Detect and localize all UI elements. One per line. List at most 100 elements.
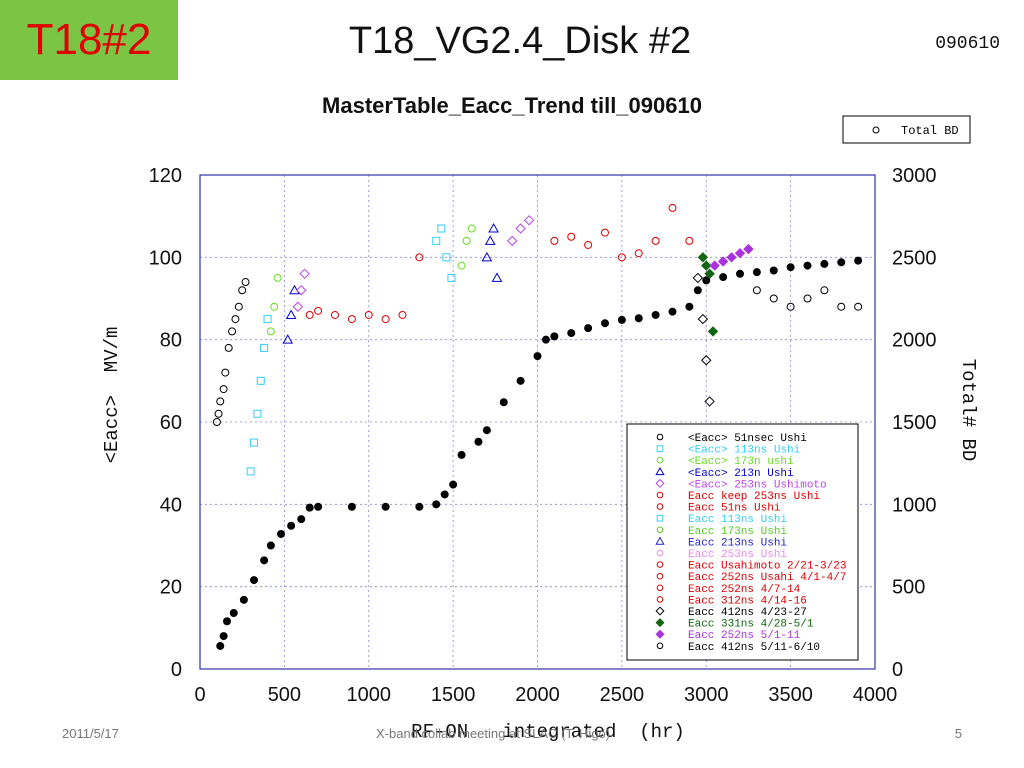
data-point: [854, 302, 863, 311]
data-point: [347, 315, 356, 324]
data-point: [697, 313, 709, 325]
data-point: [734, 248, 746, 259]
y2-tick-label: 2000: [892, 330, 937, 352]
data-point: [314, 502, 323, 511]
data-point: [685, 236, 694, 245]
legend: <Eacc> 51nsec Ushi<Eacc> 113ns Ushi<Eacc…: [626, 423, 859, 661]
legend-marker: [656, 514, 664, 522]
data-point: [550, 236, 559, 245]
x-tick-label: 500: [268, 684, 301, 706]
data-point: [820, 259, 829, 268]
y-tick-label: 100: [149, 247, 182, 269]
data-point: [223, 617, 231, 626]
data-point: [273, 273, 282, 282]
data-point: [769, 266, 778, 275]
legend-item-label: Eacc keep 253ns Ushi: [688, 491, 820, 503]
data-point: [769, 294, 778, 303]
data-point: [457, 450, 466, 459]
data-point: [704, 396, 715, 407]
y2-tick-label: 0: [892, 659, 903, 681]
data-point: [285, 309, 297, 319]
legend-marker: [656, 491, 664, 499]
legend-marker: [656, 561, 664, 568]
data-point: [786, 263, 795, 272]
data-point: [305, 310, 314, 319]
data-point: [229, 609, 238, 618]
y2-tick-label: 1500: [892, 412, 937, 434]
data-point: [462, 236, 471, 245]
data-point: [837, 302, 846, 311]
data-point: [292, 301, 304, 312]
data-point: [499, 398, 508, 407]
data-point: [693, 286, 702, 295]
data-point: [437, 224, 446, 233]
legend-marker: [656, 526, 664, 534]
data-point: [736, 269, 744, 278]
data-point: [234, 302, 243, 311]
data-point: [634, 314, 643, 323]
data-point: [253, 409, 262, 418]
legend-marker: [656, 433, 664, 441]
data-point: [803, 294, 812, 303]
legend-marker: [656, 445, 664, 452]
data-point: [482, 426, 491, 435]
series: [697, 252, 719, 337]
top-legend-box: [842, 115, 971, 144]
data-point: [415, 253, 424, 262]
data-point: [617, 315, 626, 324]
data-point: [224, 343, 233, 352]
y-tick-label: 0: [171, 659, 182, 681]
data-point: [381, 315, 390, 324]
data-point: [668, 307, 677, 316]
y2-tick-label: 3000: [892, 165, 937, 187]
legend-item-label: Eacc 412ns 5/11-6/10: [688, 642, 820, 654]
legend-item-label: Eacc 173ns Ushi: [688, 526, 787, 538]
data-point: [837, 258, 846, 267]
data-point: [786, 302, 795, 311]
data-point: [449, 480, 458, 489]
data-point: [212, 418, 221, 426]
legend-item-label: Eacc 113ns Ushi: [688, 514, 787, 526]
data-point: [241, 278, 250, 287]
chart-grid: [200, 175, 875, 669]
data-point: [260, 343, 269, 352]
data-point: [219, 385, 228, 394]
data-point: [364, 310, 373, 319]
data-point: [442, 253, 451, 262]
legend-item-label: <Eacc> 213n Ushi: [688, 468, 794, 480]
footer-page-number: 5: [954, 726, 962, 741]
data-point: [432, 500, 441, 509]
data-point: [296, 285, 307, 296]
data-point: [752, 268, 761, 277]
chart-title: MasterTable_Eacc_Trend till_090610: [322, 93, 702, 118]
data-point: [282, 334, 294, 344]
footer-center-text: X-band collab meeting at SLAC (T. Higo): [376, 726, 611, 741]
series: [292, 215, 535, 312]
data-point: [704, 268, 715, 280]
y-tick-label: 60: [160, 412, 182, 434]
data-point: [488, 222, 499, 233]
legend-item-label: Eacc 252ns 4/7-14: [688, 584, 801, 596]
legend-item-label: Eacc 253ns Ushi: [688, 549, 787, 561]
series: [282, 222, 503, 344]
legend-item-label: Eacc 252ns 5/1-11: [688, 630, 801, 642]
data-point: [709, 260, 720, 271]
data-point: [219, 632, 228, 641]
data-point: [752, 286, 761, 295]
data-point: [314, 306, 323, 315]
data-point: [457, 261, 466, 270]
data-point: [398, 310, 407, 319]
series: [305, 203, 694, 324]
data-point: [266, 327, 275, 336]
top-legend-marker: [872, 126, 880, 134]
data-point: [474, 437, 483, 446]
data-point: [701, 260, 712, 271]
x-tick-label: 1500: [431, 684, 476, 706]
data-point: [347, 502, 356, 511]
data-point: [231, 315, 240, 324]
data-point: [270, 302, 279, 311]
legend-item-label: Eacc Usahimoto 2/21-3/23: [688, 561, 846, 573]
series-layer: [212, 203, 863, 650]
legend-marker: [656, 642, 664, 650]
data-point: [299, 268, 310, 280]
